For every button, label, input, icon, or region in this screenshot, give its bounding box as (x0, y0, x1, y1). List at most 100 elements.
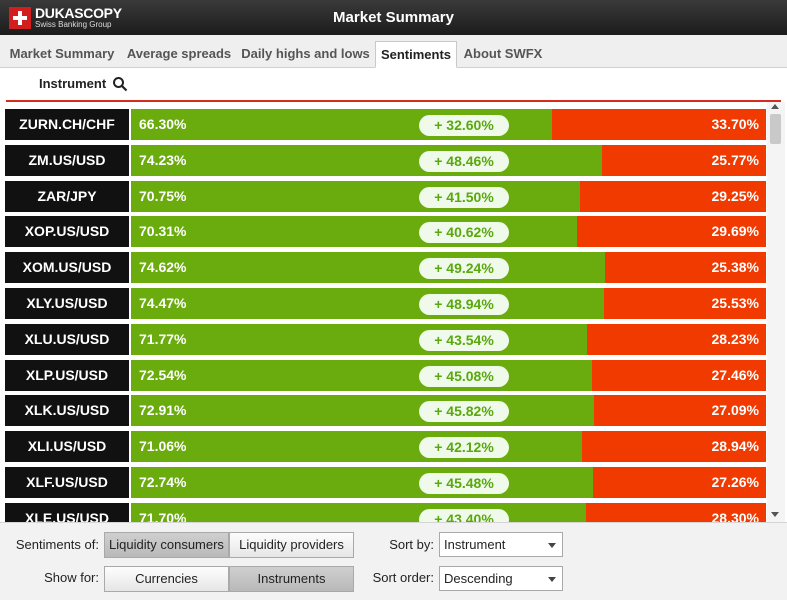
sentiment-row[interactable]: XLF.US/USD 72.74% + 45.48% 27.26% (5, 467, 766, 498)
short-percentage: 28.23% (711, 330, 759, 347)
instrument-name: ZM.US/USD (5, 144, 129, 176)
dukascopy-logo: DUKASCOPY Swiss Banking Group (9, 6, 122, 29)
brand-name: DUKASCOPY (35, 5, 122, 21)
short-bar-fill (552, 109, 766, 140)
long-percentage: 71.77% (139, 330, 187, 347)
sentiment-row[interactable]: ZAR/JPY 70.75% + 41.50% 29.25% (5, 180, 766, 212)
long-percentage: 66.30% (139, 116, 187, 132)
sentiment-bar: 70.31% + 40.62% 29.69% (131, 216, 766, 248)
instrument-name: XLP.US/USD (5, 359, 129, 391)
liquidity-consumers-button[interactable]: Liquidity consumers (104, 532, 229, 558)
long-bar-fill (131, 359, 592, 391)
long-percentage: 70.31% (139, 223, 187, 240)
short-bar-fill (582, 431, 766, 463)
settings-panel: Sentiments of: Liquidity consumers Liqui… (0, 522, 787, 600)
sentiment-bar: 74.47% + 48.94% 25.53% (131, 288, 766, 319)
tab-market-summary[interactable]: Market Summary (9, 46, 115, 61)
instrument-name: ZAR/JPY (5, 180, 129, 212)
net-difference-badge: + 40.62% (419, 222, 509, 244)
scroll-up-arrow-icon[interactable] (771, 104, 779, 109)
net-difference-badge: + 32.60% (419, 115, 509, 136)
sentiment-row[interactable]: XLY.US/USD 74.47% + 48.94% 25.53% (5, 288, 766, 319)
tab-about-swfx[interactable]: About SWFX (463, 46, 543, 61)
long-bar-fill (131, 252, 605, 284)
sentiment-row[interactable]: XOP.US/USD 70.31% + 40.62% 29.69% (5, 216, 766, 248)
sentiment-row[interactable]: XLK.US/USD 72.91% + 45.82% 27.09% (5, 395, 766, 427)
short-bar-fill (587, 323, 766, 355)
long-bar-fill (131, 288, 604, 319)
header-divider (6, 100, 781, 102)
net-difference-badge: + 45.48% (419, 473, 509, 494)
long-percentage: 71.06% (139, 438, 187, 455)
short-bar-fill (580, 180, 766, 212)
instrument-name: XLK.US/USD (5, 395, 129, 427)
short-percentage: 33.70% (711, 116, 759, 132)
long-percentage: 70.75% (139, 187, 187, 204)
sentiment-row[interactable]: ZM.US/USD 74.23% + 48.46% 25.77% (5, 144, 766, 176)
short-bar-fill (592, 359, 766, 391)
tab-daily-highs-lows[interactable]: Daily highs and lows (241, 46, 370, 61)
long-bar-fill (131, 395, 594, 427)
instrument-column-header[interactable]: Instrument (39, 76, 107, 91)
sentiment-row[interactable]: ZURN.CH/CHF 66.30% + 32.60% 33.70% (5, 109, 766, 140)
short-percentage: 27.46% (711, 366, 759, 383)
tab-sentiments[interactable]: Sentiments (375, 41, 457, 68)
scroll-down-arrow-icon[interactable] (771, 512, 779, 517)
instrument-name: XLE.US/USD (5, 502, 129, 522)
instrument-name: XLF.US/USD (5, 467, 129, 498)
long-percentage: 74.62% (139, 259, 187, 276)
sentiment-bar: 66.30% + 32.60% 33.70% (131, 109, 766, 140)
net-difference-badge: + 41.50% (419, 186, 509, 208)
title-bar: DUKASCOPY Swiss Banking Group Market Sum… (0, 0, 787, 35)
sentiment-row[interactable]: XLI.US/USD 71.06% + 42.12% 28.94% (5, 431, 766, 463)
net-difference-badge: + 45.08% (419, 365, 509, 387)
sentiment-bar: 74.23% + 48.46% 25.77% (131, 144, 766, 176)
sort-by-value: Instrument (444, 537, 506, 552)
sentiment-row[interactable]: XLU.US/USD 71.77% + 43.54% 28.23% (5, 323, 766, 355)
long-percentage: 74.47% (139, 295, 187, 311)
long-percentage: 71.70% (139, 509, 187, 522)
chevron-down-icon (548, 543, 556, 548)
short-percentage: 25.77% (711, 151, 759, 168)
short-percentage: 27.26% (711, 474, 759, 490)
net-difference-badge: + 42.12% (419, 437, 509, 459)
sentiment-bar: 71.77% + 43.54% 28.23% (131, 323, 766, 355)
tab-bar: Market Summary Average spreads Daily hig… (0, 35, 787, 68)
sort-order-value: Descending (444, 571, 513, 586)
sort-order-select[interactable]: Descending (439, 566, 563, 591)
tab-average-spreads[interactable]: Average spreads (126, 46, 232, 61)
liquidity-providers-button[interactable]: Liquidity providers (229, 532, 354, 558)
sentiment-bar: 74.62% + 49.24% 25.38% (131, 252, 766, 284)
long-bar-fill (131, 431, 582, 463)
sort-by-select[interactable]: Instrument (439, 532, 563, 557)
instrument-name: XOM.US/USD (5, 252, 129, 284)
short-bar-fill (577, 216, 766, 248)
net-difference-badge: + 43.40% (419, 508, 509, 522)
net-difference-badge: + 48.46% (419, 150, 509, 172)
currencies-button[interactable]: Currencies (104, 566, 229, 592)
short-bar-fill (594, 395, 766, 427)
long-percentage: 72.74% (139, 474, 187, 490)
sentiment-row[interactable]: XLP.US/USD 72.54% + 45.08% 27.46% (5, 359, 766, 391)
short-bar-fill (604, 288, 766, 319)
sentiments-of-label: Sentiments of: (15, 537, 99, 552)
instrument-name: XLI.US/USD (5, 431, 129, 463)
short-percentage: 28.30% (711, 509, 759, 522)
short-percentage: 29.69% (711, 223, 759, 240)
chevron-down-icon (548, 577, 556, 582)
long-bar-fill (131, 502, 586, 522)
short-percentage: 28.94% (711, 438, 759, 455)
instruments-button[interactable]: Instruments (229, 566, 354, 592)
search-icon[interactable] (112, 76, 128, 92)
swiss-cross-icon (9, 6, 31, 29)
scroll-thumb[interactable] (770, 114, 781, 144)
short-bar-fill (586, 502, 766, 522)
sentiment-bar: 70.75% + 41.50% 29.25% (131, 180, 766, 212)
list-header: Instrument (0, 68, 787, 100)
sentiment-row[interactable]: XLE.US/USD 71.70% + 43.40% 28.30% (5, 502, 766, 522)
sentiment-row[interactable]: XOM.US/USD 74.62% + 49.24% 25.38% (5, 252, 766, 284)
long-percentage: 74.23% (139, 151, 187, 168)
vertical-scrollbar[interactable] (767, 102, 785, 522)
net-difference-badge: + 43.54% (419, 329, 509, 351)
long-bar-fill (131, 216, 577, 248)
